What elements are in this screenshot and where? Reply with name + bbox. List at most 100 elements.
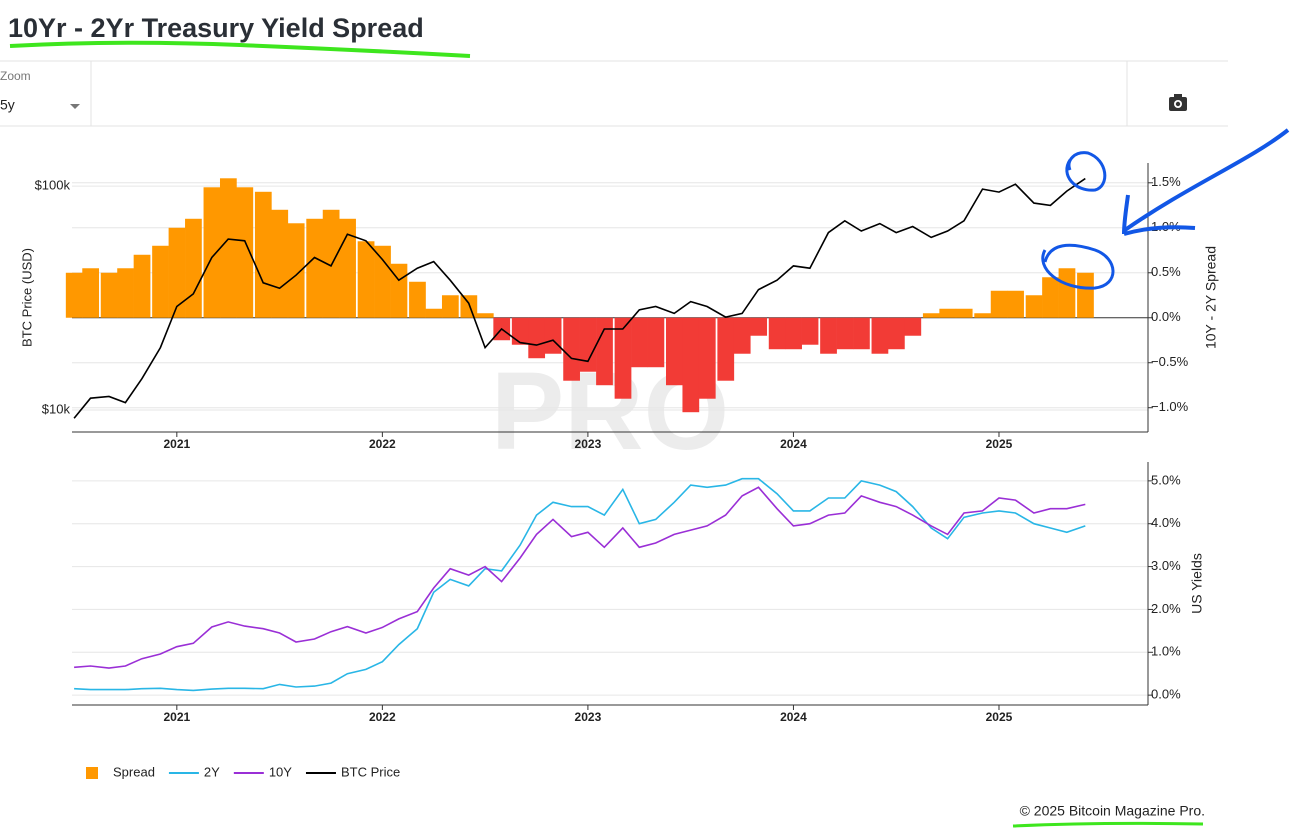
x-tick-label: 2021 [163,710,190,724]
spread-bar [254,191,272,318]
y2-tick-label: 1.5% [1151,174,1181,189]
spread-bar [563,317,580,381]
spread-bar [528,317,546,359]
highlight-underline [1012,821,1204,828]
spread-bar [322,209,340,318]
y2-tick-label: 2.0% [1151,601,1181,616]
dropdown-caret[interactable] [70,104,80,109]
spread-bar [579,317,597,372]
spread-bar [441,295,459,318]
spread-bar [82,268,100,318]
spread-bar [511,317,529,345]
y-axis-title: BTC Price (USD) [19,248,34,347]
x-tick-label: 2021 [163,437,190,451]
x-tick-label: 2023 [575,710,602,724]
spread-bar [768,317,786,350]
spread-bar [836,317,854,350]
series-line [74,477,1086,692]
legend-label: BTC Price [341,764,400,779]
x-tick-label: 2024 [780,710,807,724]
highlight-underline [9,40,471,58]
y2-tick-label: 5.0% [1151,472,1181,487]
spread-bar [117,268,134,318]
spread-bar [374,245,391,318]
x-tick-label: 2022 [369,437,396,451]
spread-bar [820,317,837,354]
camera-icon[interactable] [1174,94,1182,98]
zoom-select[interactable]: 5y [0,97,80,113]
spread-bar [750,317,768,336]
spread-bar [1025,295,1043,318]
spread-bar [409,281,426,318]
spread-bar [955,308,973,318]
x-tick-label: 2022 [369,710,396,724]
spread-bar [236,187,254,318]
annotation-circle [1041,243,1115,290]
x-tick-label: 2025 [986,710,1013,724]
spread-bar [100,272,118,318]
spread-bar [271,209,289,318]
y2-tick-label: −0.5% [1151,354,1189,369]
y2-tick-label: 0.5% [1151,264,1181,279]
spread-bar [666,317,683,386]
right-axis-title: US Yields [1189,553,1205,614]
zoom-value[interactable]: 5y [0,97,15,113]
spread-bar [203,187,221,318]
spread-bar [717,317,735,381]
spread-bar [647,317,665,368]
camera-icon[interactable] [1175,101,1181,107]
y2-tick-label: 0.0% [1151,309,1181,324]
zoom-label: Zoom [0,69,31,83]
spread-bar [801,317,819,345]
y2-tick-label: 0.0% [1151,687,1181,702]
copyright: © 2025 Bitcoin Magazine Pro. [1020,803,1205,819]
spread-bar [698,317,716,399]
spread-bar [631,317,648,368]
spread-bar [853,317,870,350]
y-tick-label: $100k [35,178,71,193]
spread-bar [219,178,237,318]
legend-label: Spread [113,764,155,779]
spread-bar [614,317,632,399]
camera-button[interactable] [1169,94,1187,111]
spread-bar [785,317,802,350]
y-tick-label: $10k [42,401,71,416]
y2-tick-label: 1.0% [1151,644,1181,659]
spread-bar [939,308,957,318]
annotation-arrow [1122,128,1290,236]
spread-bar [596,317,613,386]
y2-tick-label: 4.0% [1151,515,1181,530]
series-line [74,486,1086,669]
spread-bar [733,317,751,354]
page-title: 10Yr - 2Yr Treasury Yield Spread [8,13,424,43]
spread-bar [871,317,889,354]
right-axis-title: 10Y - 2Y Spread [1203,246,1219,349]
x-tick-label: 2024 [780,437,807,451]
annotation-circle [1065,151,1107,192]
spread-bar [65,272,83,318]
spread-bar [904,317,922,336]
spread-bar [990,290,1008,318]
charts: $10k $100k BTC Price (USD) −1.0% −0.5% 0.0% 0.… [19,163,1219,779]
spread-bar [152,245,169,318]
spread-bar [1007,290,1024,318]
spread-bar [974,313,992,318]
y2-tick-label: 3.0% [1151,558,1181,573]
series-line [73,177,1086,419]
spread-bar [357,241,375,318]
legend-label: 10Y [269,764,292,779]
spread-bar [287,223,305,318]
spread-bar [1042,277,1059,318]
y2-tick-label: −1.0% [1151,399,1189,414]
spread-bar [460,295,478,318]
spread-bar [1077,272,1094,318]
x-tick-label: 2025 [986,437,1013,451]
spread-bar [922,313,940,318]
spread-bar [425,308,443,318]
legend-swatch [86,767,98,779]
legend-label: 2Y [204,764,220,779]
spread-bar [185,218,202,318]
spread-bar [1058,268,1076,318]
spread-bar [476,313,494,318]
